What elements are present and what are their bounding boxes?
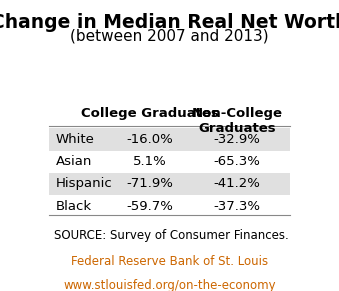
Bar [49, 173, 290, 195]
Text: -65.3%: -65.3% [214, 155, 261, 168]
Text: -59.7%: -59.7% [127, 200, 174, 213]
Text: (between 2007 and 2013): (between 2007 and 2013) [70, 29, 269, 44]
Text: www.stlouisfed.org/on-the-economy: www.stlouisfed.org/on-the-economy [63, 279, 276, 291]
Text: SOURCE: Survey of Consumer Finances.: SOURCE: Survey of Consumer Finances. [54, 229, 288, 242]
Bar [49, 128, 290, 151]
Text: Federal Reserve Bank of St. Louis: Federal Reserve Bank of St. Louis [71, 255, 268, 268]
Text: Asian: Asian [56, 155, 92, 168]
Text: Non-College
Graduates: Non-College Graduates [192, 107, 283, 135]
Text: White: White [56, 133, 95, 146]
Text: 5.1%: 5.1% [133, 155, 167, 168]
Text: -37.3%: -37.3% [214, 200, 261, 213]
Text: -71.9%: -71.9% [127, 178, 174, 191]
Text: Change in Median Real Net Worth: Change in Median Real Net Worth [0, 13, 339, 32]
Text: -32.9%: -32.9% [214, 133, 261, 146]
Text: -16.0%: -16.0% [127, 133, 174, 146]
Text: Hispanic: Hispanic [56, 178, 113, 191]
Text: -41.2%: -41.2% [214, 178, 261, 191]
Text: Black: Black [56, 200, 92, 213]
Text: College Graduates: College Graduates [81, 107, 219, 120]
